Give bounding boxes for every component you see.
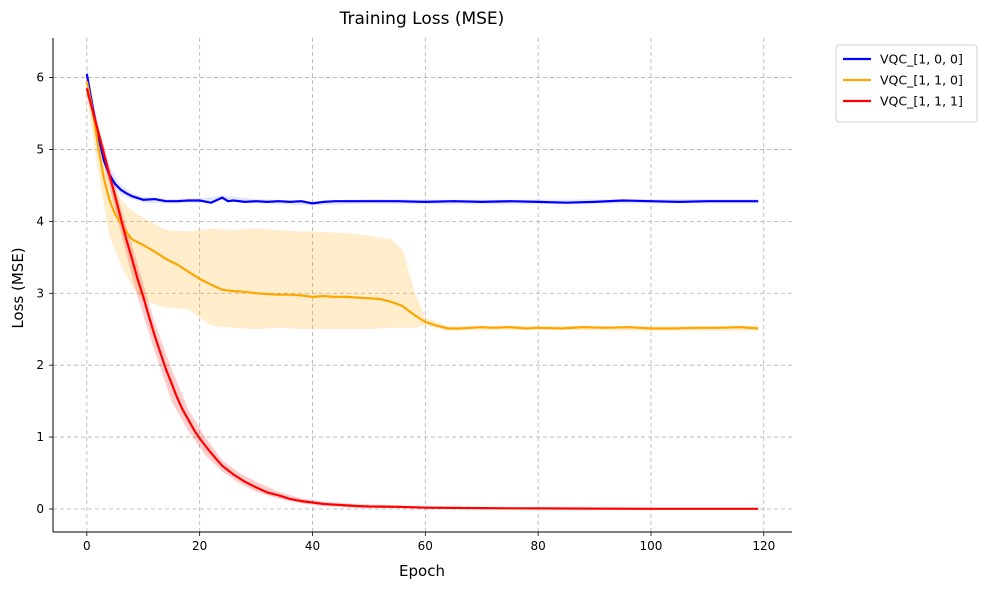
x-axis-title: Epoch [399,562,445,580]
line-series-3 [85,88,759,510]
y-tick-label: 6 [36,71,44,85]
y-tick-label: 4 [36,214,44,228]
line-series-2 [85,80,759,330]
y-tick-label: 1 [36,430,44,444]
y-tick-label: 5 [36,142,44,156]
confidence-bands [86,64,759,509]
y-axis-title: Loss (MSE) [9,247,27,328]
x-tick-label: 120 [752,539,775,553]
axes [52,38,792,533]
y-tick-label: 2 [36,358,44,372]
series-lines [85,73,759,510]
x-tick-label: 20 [192,539,207,553]
x-tick-label: 80 [531,539,546,553]
grid [53,38,792,532]
x-tick-label: 0 [83,539,91,553]
legend-label: VQC_[1, 0, 0] [880,52,963,67]
y-tick-label: 0 [36,502,44,516]
legend-label: VQC_[1, 1, 1] [880,94,963,109]
legend-frame [835,44,978,123]
y-tick-label: 3 [36,286,44,300]
band-series-2 [86,77,759,331]
legend: VQC_[1, 0, 0] VQC_[1, 1, 0] VQC_[1, 1, 1] [835,44,978,123]
x-tick-label: 40 [305,539,320,553]
x-tick-label: 60 [418,539,433,553]
chart-title: Training Loss (MSE) [339,9,505,29]
x-tick-label: 100 [640,539,663,553]
ticks: 0 20 40 60 80 100 120 0 1 2 3 4 5 6 [36,71,775,553]
legend-label: VQC_[1, 1, 0] [880,73,963,88]
band-series-1 [86,64,759,206]
line-series-1 [85,73,759,205]
